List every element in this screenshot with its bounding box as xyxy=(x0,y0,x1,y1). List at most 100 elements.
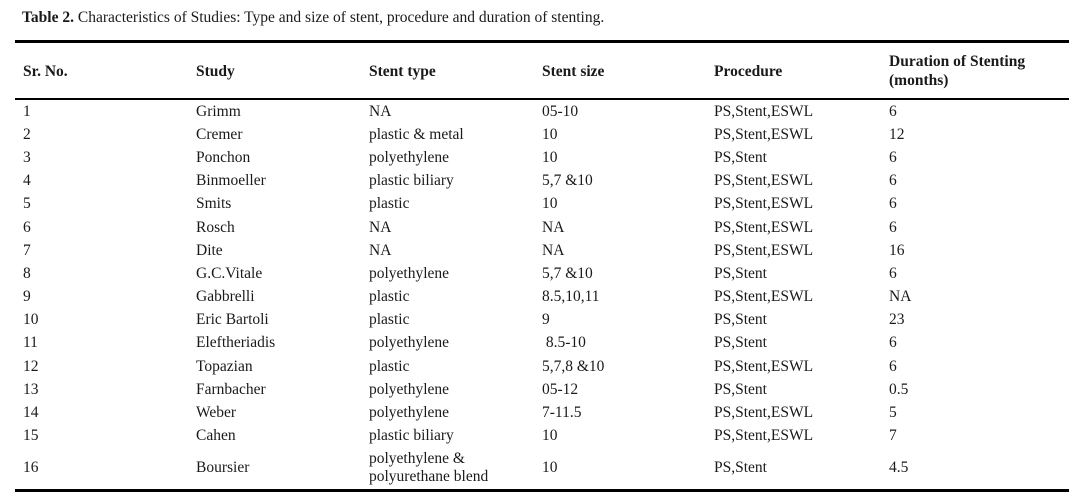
cell-stent-type: plastic xyxy=(369,195,410,213)
cell-duration: 6 xyxy=(889,102,897,120)
cell-stent-type: polyethylene xyxy=(369,404,450,422)
cell-stent-size: 5,7,8 &10 xyxy=(542,357,605,375)
cell-procedure: PS,Stent,ESWL xyxy=(714,241,814,259)
cell-stent-type: polyethylene xyxy=(369,334,450,352)
cell-sr-no: 8 xyxy=(23,264,31,282)
table-row: 14 Weber polyethylene 7-11.5 PS,Stent,ESWL 5 xyxy=(15,401,1069,424)
cell-sr-no: 6 xyxy=(23,218,31,236)
table-title: Table 2. Characteristics of Studies: Typ… xyxy=(22,8,604,28)
cell-stent-type: plastic xyxy=(369,311,410,329)
cell-procedure: PS,Stent,ESWL xyxy=(714,427,814,445)
table-title-label: Table 2. xyxy=(22,9,74,26)
cell-duration: 6 xyxy=(889,357,897,375)
table-row: 8 G.C.Vitale polyethylene 5,7 &10 PS,Stent 6 xyxy=(15,262,1069,285)
cell-procedure: PS,Stent xyxy=(714,459,767,477)
table-row: 9 Gabbrelli plastic 8.5,10,11 PS,Stent,ESWL N… xyxy=(15,286,1069,309)
cell-stent-size: 5,7 &10 xyxy=(542,264,593,282)
cell-study: Dite xyxy=(196,241,223,259)
cell-duration: 0.5 xyxy=(889,380,909,398)
cell-stent-size: 10 xyxy=(542,459,558,477)
table-row: 10 Eric Bartoli plastic 9 PS,Stent 23 xyxy=(15,309,1069,332)
cell-duration: 7 xyxy=(889,427,897,445)
column-header-study: Study xyxy=(188,41,361,100)
column-header-procedure: Procedure xyxy=(706,41,881,100)
cell-stent-size: 9 xyxy=(542,311,550,329)
table-row: 16 Boursier polyethylene & polyurethane bl… xyxy=(15,448,1069,491)
cell-stent-size: 05-12 xyxy=(542,380,579,398)
cell-procedure: PS,Stent xyxy=(714,380,767,398)
cell-sr-no: 4 xyxy=(23,172,31,190)
cell-study: Cremer xyxy=(196,125,243,143)
table-row: 5 Smits plastic 10 PS,Stent,ESWL 6 xyxy=(15,193,1069,216)
cell-sr-no: 2 xyxy=(23,125,31,143)
cell-sr-no: 14 xyxy=(23,404,39,422)
cell-duration: 6 xyxy=(889,264,897,282)
cell-study: Eric Bartoli xyxy=(196,311,269,329)
cell-stent-type: plastic xyxy=(369,288,410,306)
cell-duration: 6 xyxy=(889,172,897,190)
cell-sr-no: 1 xyxy=(23,102,31,120)
cell-stent-type: polyethylene xyxy=(369,380,450,398)
cell-stent-type: NA xyxy=(369,241,392,259)
cell-procedure: PS,Stent,ESWL xyxy=(714,102,814,120)
cell-study: Ponchon xyxy=(196,148,251,166)
cell-study: Boursier xyxy=(196,459,250,477)
cell-duration: 6 xyxy=(889,148,897,166)
cell-stent-size: 10 xyxy=(542,195,558,213)
table-row: 3 Ponchon polyethylene 10 PS,Stent 6 xyxy=(15,146,1069,169)
cell-stent-type: plastic xyxy=(369,357,410,375)
cell-study: Smits xyxy=(196,195,232,213)
cell-procedure: PS,Stent,ESWL xyxy=(714,288,814,306)
studies-table: Sr. No. Study Stent type Stent size Proc… xyxy=(15,40,1069,492)
cell-study: Grimm xyxy=(196,102,241,120)
cell-sr-no: 3 xyxy=(23,148,31,166)
cell-procedure: PS,Stent,ESWL xyxy=(714,218,814,236)
cell-duration: 23 xyxy=(889,311,905,329)
cell-study: Eleftheriadis xyxy=(196,334,276,352)
table-row: 7 Dite NA NA PS,Stent,ESWL 16 xyxy=(15,239,1069,262)
cell-sr-no: 15 xyxy=(23,427,39,445)
cell-study: Cahen xyxy=(196,427,236,445)
table-header-row: Sr. No. Study Stent type Stent size Proc… xyxy=(15,41,1069,100)
cell-sr-no: 9 xyxy=(23,288,31,306)
cell-duration: 12 xyxy=(889,125,905,143)
cell-stent-type: polyethylene xyxy=(369,148,450,166)
cell-procedure: PS,Stent xyxy=(714,148,767,166)
cell-stent-size: NA xyxy=(542,241,565,259)
cell-duration: 16 xyxy=(889,241,905,259)
cell-study: Rosch xyxy=(196,218,235,236)
cell-study: Weber xyxy=(196,404,237,422)
cell-duration: NA xyxy=(889,288,912,306)
cell-sr-no: 11 xyxy=(23,334,38,352)
cell-stent-size: 10 xyxy=(542,427,558,445)
cell-study: Topazian xyxy=(196,357,253,375)
cell-stent-size: 05-10 xyxy=(542,102,579,120)
cell-sr-no: 13 xyxy=(23,380,39,398)
cell-stent-size: 10 xyxy=(542,125,558,143)
cell-procedure: PS,Stent,ESWL xyxy=(714,195,814,213)
cell-stent-type: polyethylene xyxy=(369,264,450,282)
table-row: 13 Farnbacher polyethylene 05-12 PS,Stent 0.5 xyxy=(15,378,1069,401)
cell-stent-type: NA xyxy=(369,102,392,120)
cell-procedure: PS,Stent,ESWL xyxy=(714,404,814,422)
cell-sr-no: 16 xyxy=(23,459,39,477)
cell-stent-size: 8.5,10,11 xyxy=(542,288,600,306)
column-header-stent-type: Stent type xyxy=(361,41,534,100)
cell-study: G.C.Vitale xyxy=(196,264,263,282)
column-header-duration: Duration of Stenting (months) xyxy=(881,41,1069,100)
cell-procedure: PS,Stent,ESWL xyxy=(714,125,814,143)
cell-stent-type: polyethylene & polyurethane blend xyxy=(369,450,489,486)
cell-study: Farnbacher xyxy=(196,380,266,398)
cell-stent-type: plastic biliary xyxy=(369,172,454,190)
cell-duration: 6 xyxy=(889,334,897,352)
cell-study: Binmoeller xyxy=(196,172,266,190)
cell-stent-type: plastic biliary xyxy=(369,427,454,445)
cell-study: Gabbrelli xyxy=(196,288,255,306)
cell-duration: 4.5 xyxy=(889,459,909,477)
cell-duration: 5 xyxy=(889,404,897,422)
cell-sr-no: 10 xyxy=(23,311,39,329)
cell-procedure: PS,Stent,ESWL xyxy=(714,357,814,375)
table-row: 6 Rosch NA NA PS,Stent,ESWL 6 xyxy=(15,216,1069,239)
cell-sr-no: 7 xyxy=(23,241,31,259)
